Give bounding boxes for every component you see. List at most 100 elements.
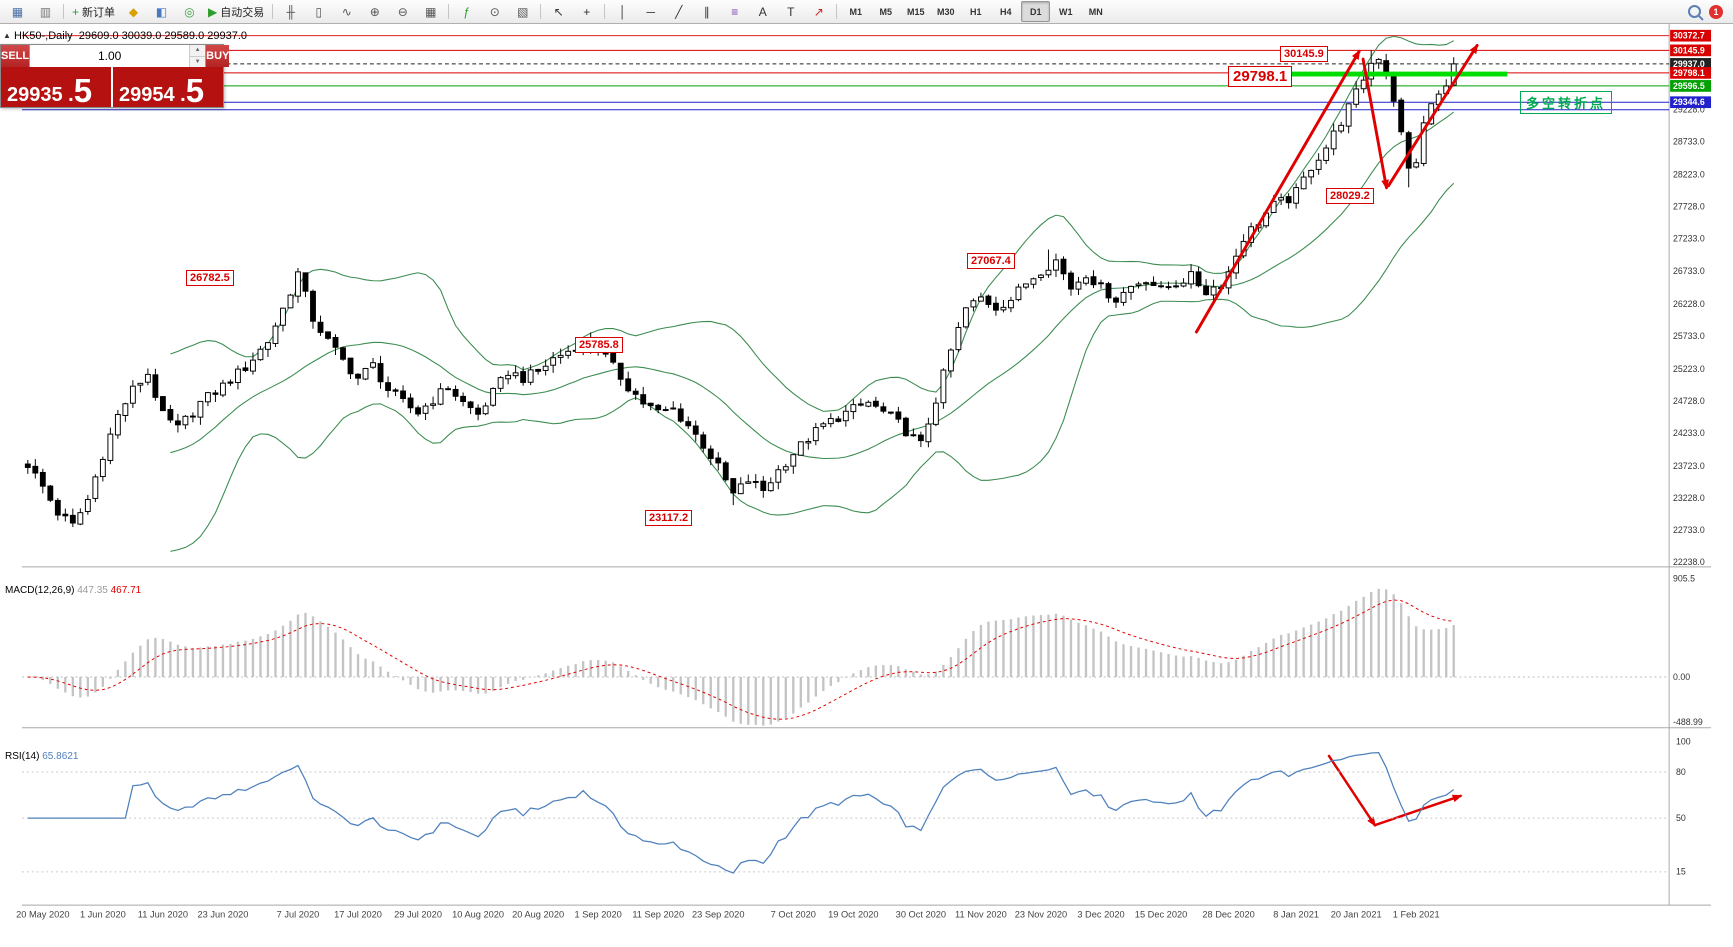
buy-price-int: 29954 [119, 84, 175, 106]
line-chart-icon[interactable]: ∿ [333, 1, 360, 22]
macd-signal-value: 467.71 [110, 585, 142, 596]
timeframe-m5-button[interactable]: M5 [879, 6, 892, 17]
time-scale[interactable] [0, 928, 1733, 947]
timeframe-h1-button[interactable]: H1 [969, 6, 982, 17]
horizontal-line-icon[interactable]: ─ [637, 1, 664, 22]
svg-text:29 Jul 2020: 29 Jul 2020 [394, 910, 442, 920]
vertical-line-icon[interactable]: │ [609, 1, 636, 22]
svg-text:905.5: 905.5 [1673, 574, 1695, 584]
zoom-out-icon: ⊖ [397, 4, 408, 19]
chart-canvas[interactable]: 905.50.00-488.9910080501529228.028733.02… [0, 24, 1733, 947]
svg-text:1 Feb 2021: 1 Feb 2021 [1393, 910, 1440, 920]
templates-icon[interactable]: ▧ [509, 1, 536, 22]
svg-text:27728.0: 27728.0 [1673, 202, 1705, 212]
new-chart-icon: ▦ [11, 4, 24, 19]
turning-point-note: 多空转折点 [1520, 91, 1613, 114]
cursor-icon[interactable]: ↖ [545, 1, 572, 22]
new-order-button-label: 新订单 [82, 6, 116, 19]
periods-icon: ⊙ [489, 4, 500, 19]
market-watch-icon: ◆ [128, 4, 139, 19]
arrows-tool-icon: ↗ [813, 4, 824, 19]
one-click-panel-toggle[interactable]: ▲ [3, 31, 11, 40]
equidistant-channel-icon: ∥ [703, 4, 710, 19]
tile-windows-icon: ▦ [425, 4, 437, 19]
notification-badge[interactable]: 1 [1709, 4, 1723, 19]
svg-text:23723.0: 23723.0 [1673, 461, 1705, 471]
new-chart-icon[interactable]: ▦ [4, 1, 31, 22]
bar-chart-icon[interactable]: ╫ [277, 1, 304, 22]
one-click-trading-panel: SELL ▲ ▼ BUY 29935 .5 29954 .5 [0, 44, 230, 108]
svg-text:29596.5: 29596.5 [1673, 81, 1705, 91]
equidistant-channel-icon[interactable]: ∥ [693, 1, 720, 22]
svg-text:10 Aug 2020: 10 Aug 2020 [452, 910, 504, 920]
svg-text:24728.0: 24728.0 [1673, 396, 1705, 406]
toolbar-separator [272, 4, 274, 19]
text-label-icon: T [787, 4, 795, 19]
trendline-icon[interactable]: ╱ [665, 1, 692, 22]
timeframe-w1-button[interactable]: W1 [1059, 6, 1073, 17]
crosshair-icon: + [583, 4, 591, 19]
text-icon[interactable]: A [749, 1, 776, 22]
periods-icon[interactable]: ⊙ [481, 1, 508, 22]
macd-main-value: 447.35 [77, 585, 108, 596]
text-icon: A [758, 4, 767, 19]
timeframe-d1-button[interactable]: D1 [1021, 1, 1051, 22]
timeframe-m30-button[interactable]: M30 [936, 6, 955, 17]
fibonacci-icon: ≡ [731, 4, 739, 19]
toolbar-separator [448, 4, 450, 19]
macd-name: MACD(12,26,9) [5, 585, 75, 596]
sell-button[interactable]: SELL [1, 45, 30, 67]
svg-text:23 Jun 2020: 23 Jun 2020 [197, 910, 248, 920]
tile-windows-icon[interactable]: ▦ [417, 1, 444, 22]
data-window-icon: ◧ [155, 4, 168, 19]
auto-trading-button[interactable]: ▶ 自动交易 [204, 1, 268, 22]
crosshair-icon[interactable]: + [573, 1, 600, 22]
svg-text:29937.0: 29937.0 [1673, 59, 1705, 69]
timeframe-m15-button[interactable]: M15 [906, 6, 925, 17]
svg-text:27233.0: 27233.0 [1673, 234, 1705, 244]
new-order-button: + [72, 4, 80, 19]
auto-trading-button-label: 自动交易 [220, 6, 265, 19]
svg-text:3 Dec 2020: 3 Dec 2020 [1077, 910, 1124, 920]
timeframe-group: M1 M5 M15 M30 H1 H4 D1 W1 MN [841, 1, 1110, 22]
rsi-label: RSI(14) 65.8621 [5, 751, 78, 762]
rsi-value: 65.8621 [42, 751, 79, 762]
arrows-tool-icon[interactable]: ↗ [805, 1, 832, 22]
profiles-icon[interactable]: ▥ [32, 1, 59, 22]
navigator-icon[interactable]: ◎ [176, 1, 203, 22]
fibonacci-icon[interactable]: ≡ [721, 1, 748, 22]
indicators-icon[interactable]: ƒ [453, 1, 480, 22]
svg-text:15 Dec 2020: 15 Dec 2020 [1135, 910, 1187, 920]
new-order-button[interactable]: + 新订单 [68, 1, 119, 22]
data-window-icon[interactable]: ◧ [148, 1, 175, 22]
svg-text:19 Oct 2020: 19 Oct 2020 [828, 910, 878, 920]
volume-decrease-button[interactable]: ▼ [190, 56, 206, 67]
macd-label: MACD(12,26,9) 447.35 467.71 [5, 585, 141, 596]
bar-chart-icon: ╫ [286, 4, 295, 19]
market-watch-icon[interactable]: ◆ [120, 1, 147, 22]
svg-text:100: 100 [1676, 736, 1691, 746]
buy-price[interactable]: 29954 .5 [111, 67, 223, 107]
volume-increase-button[interactable]: ▲ [190, 45, 206, 57]
sell-price[interactable]: 29935 .5 [1, 67, 111, 107]
svg-text:7 Oct 2020: 7 Oct 2020 [771, 910, 816, 920]
text-label-icon[interactable]: T [777, 1, 804, 22]
svg-text:15: 15 [1676, 867, 1686, 877]
svg-text:1 Sep 2020: 1 Sep 2020 [575, 910, 622, 920]
svg-text:29344.6: 29344.6 [1673, 97, 1705, 107]
price-scale[interactable] [1690, 24, 1733, 928]
svg-text:24233.0: 24233.0 [1673, 428, 1705, 438]
zoom-out-icon[interactable]: ⊖ [389, 1, 416, 22]
templates-icon: ▧ [517, 4, 529, 19]
candlestick-chart-icon[interactable]: ▯ [305, 1, 332, 22]
timeframe-m1-button[interactable]: M1 [849, 6, 862, 17]
buy-button[interactable]: BUY [206, 45, 230, 67]
timeframe-h4-button[interactable]: H4 [999, 6, 1012, 17]
timeframe-mn-button[interactable]: MN [1088, 6, 1103, 17]
zoom-in-icon[interactable]: ⊕ [361, 1, 388, 22]
volume-field: ▲ ▼ [29, 45, 207, 67]
search-icon[interactable] [1688, 5, 1701, 18]
volume-input[interactable] [30, 45, 190, 67]
main-toolbar: ▦ ▥ + 新订单 ◆ ◧ ◎ ▶ 自动交易 ╫ ▯ ∿ ⊕ ⊖ ▦ ƒ ⊙ ▧ ↖ + │ ─ ╱ ∥ ≡ A T ↗ M1 M5 M1… [0, 0, 1733, 24]
svg-text:28 Dec 2020: 28 Dec 2020 [1202, 910, 1254, 920]
